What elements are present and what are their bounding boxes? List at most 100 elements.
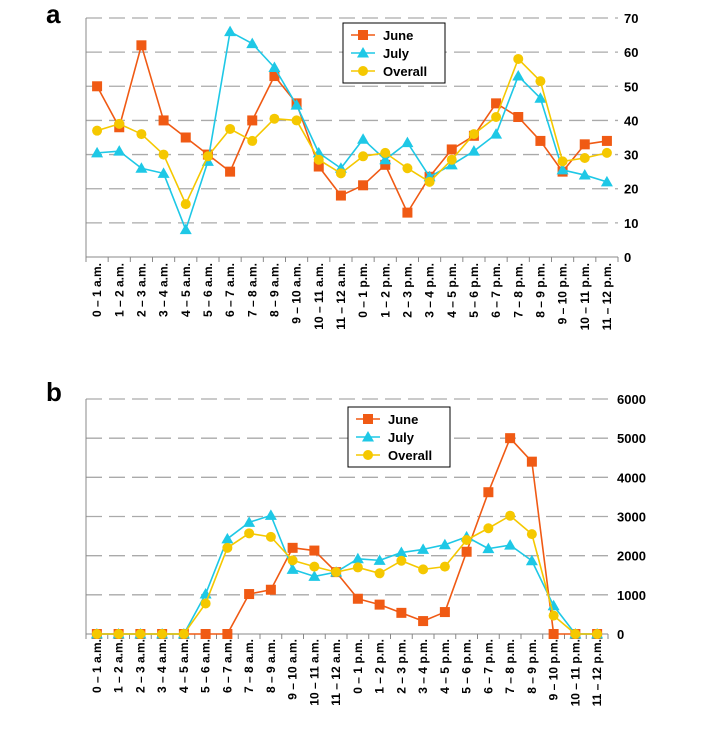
panel-a-x-tick-label: 4 – 5 a.m. [179,263,193,317]
panel-b-x-tick-label: 11 – 12 a.m. [329,639,343,706]
panel-b: b 0 1000 2000 3000 4000 5000 6000 0 – 1 a.m. 1 –… [46,377,646,706]
panel-b-y-tick-label: 4000 [617,470,646,485]
panel-b-x-tick-label: 1 – 2 a.m. [112,639,126,693]
panel-b-overall-line [96,514,598,635]
panel-b-june-point [548,629,559,639]
panel-a-june-point [136,40,147,51]
panel-b-y-tick-label: 1000 [617,588,646,603]
panel-a-x-tick-label: 10 – 11 p.m. [578,263,592,330]
panel-b-x-tick-label: 3 – 4 a.m. [155,639,169,693]
panel-a-june-point [535,135,546,146]
panel-a-june-point [579,139,590,150]
panel-a-legend-swatch-marker [358,30,368,40]
panel-b-july-point [482,542,495,554]
panel-a-july-point [290,99,303,110]
panel-b-june-line [96,437,598,635]
panel-a-june-point [158,115,169,126]
panel-a-legend-label: Overall [383,64,427,79]
panel-a-x-tick-label: 4 – 5 p.m. [445,263,459,318]
panel-b-x-tick-label: 2 – 3 a.m. [133,639,147,693]
panel-a-x-tick-label: 5 – 6 a.m. [201,263,215,317]
panel-a-july-point [113,145,126,156]
panel-b-label: b [46,377,62,407]
panel-b-x-tick-label: 3 – 4 p.m. [416,639,430,694]
panel-a-overall-point [402,163,413,174]
panel-a-label: a [46,0,61,29]
panel-a-july-point [600,175,613,187]
panel-b-july-point [395,546,408,558]
panel-b-x-tick-label: 0 – 1 a.m. [90,639,104,693]
panel-b-june-point [461,546,472,557]
panel-b-overall-point [396,555,407,566]
panel-a-july-point [401,136,414,148]
panel-b-x-tick-label: 2 – 3 p.m. [394,639,408,694]
panel-a-x-tick-label: 0 – 1 p.m. [356,263,370,318]
panel-a-june-point [225,166,236,177]
panel-b-july-point [221,532,234,544]
panel-b-overall-point [135,629,146,639]
panel-b-june-point [439,607,450,618]
panel-a-overall-line [96,58,608,205]
panel-a-y-tick-label: 40 [624,113,638,128]
panel-b-x-tick-label: 9 – 10 p.m. [547,639,561,700]
panel-b-legend-swatch-marker [363,414,373,424]
panel-a-x-tick-label: 7 – 8 a.m. [245,263,259,317]
panel-a-legend-swatch-marker [358,66,368,76]
panel-a-june-point [513,112,524,123]
panel-a-overall-point [424,176,435,187]
panel-a-july-point [379,153,392,165]
panel-a-overall-point [247,135,258,146]
panel-a-y-tick-label: 50 [624,79,638,94]
panel-a-overall-point [601,147,612,158]
panel-b-overall-point [483,523,494,534]
panel-a-june-point [180,132,191,143]
panel-b-overall-point [439,561,450,572]
panel-a-june-point [247,115,258,126]
panel-b-x-tick-label: 5 – 6 p.m. [460,639,474,694]
panel-b-june-point [526,456,537,467]
panel-a-y-tick-label: 10 [624,216,638,231]
panel-b-legend: June July Overall [347,406,451,468]
panel-b-x-tick-label: 1 – 2 p.m. [373,639,387,694]
panel-a-june-point [380,159,391,170]
panel-b-legend-label: July [388,430,415,445]
panel-a-overall-point [491,112,502,123]
panel-b-july-point [373,554,386,565]
panel-a-july-point [512,70,525,81]
panel-a-y-tick-label: 20 [624,182,638,197]
panel-a-june-point [446,144,457,155]
panel-b-june-point [483,487,494,498]
panel-a-overall-point [446,154,457,165]
panel-a-x-tick-label: 9 – 10 p.m. [556,263,570,324]
panel-b-overall-point [178,629,189,639]
panel-b-june-point [287,542,298,553]
panel-b-x-tick-label: 9 – 10 a.m. [286,639,300,700]
panel-b-legend-swatch-marker [362,431,374,442]
panel-a-legend-label: July [383,46,410,61]
panel-a-x-tick-label: 6 – 7 a.m. [223,263,237,317]
panel-b-july-point [525,554,538,566]
panel-a-overall-point [92,125,103,136]
panel-a-june-point [269,71,280,82]
panel-a-june-point [358,180,369,191]
panel-a-overall-point [136,129,147,140]
panel-a-july-point [578,169,591,180]
panel-a-june-point [335,190,346,201]
panel-b-june-point [265,584,276,595]
panel-a-x-tick-label: 11 – 12 p.m. [600,263,614,330]
panel-b-july-point [547,599,560,611]
panel-a-overall-point [468,129,479,140]
panel-a-july-point [157,167,170,178]
panel-a-overall-point [313,154,324,165]
panel-a-x-tick-label: 3 – 4 p.m. [423,263,437,318]
panel-b-overall-point [461,535,472,545]
panel-b-july-point [308,570,321,581]
panel-a-july-point [467,145,480,156]
panel-b-overall-point [331,567,342,578]
panel-a-overall-point [114,118,125,129]
panel-a-july-point [490,128,503,139]
panel-a-x-tick-label: 3 – 4 a.m. [157,263,171,317]
panel-b-x-tick-label: 10 – 11 a.m. [307,639,321,706]
panel-a-june-point [491,98,502,109]
